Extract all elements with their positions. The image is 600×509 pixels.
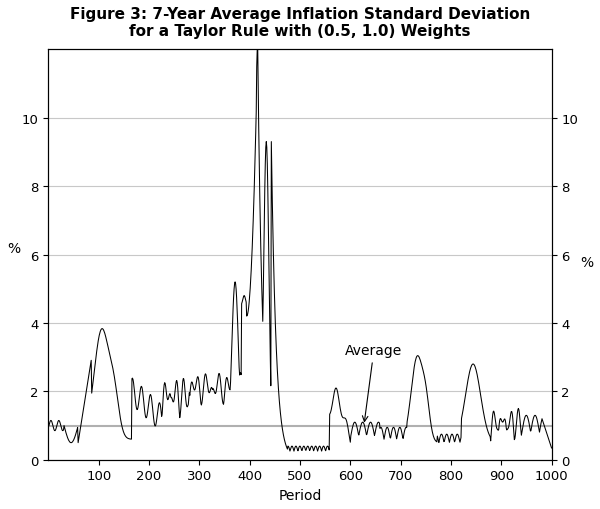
Y-axis label: %: % [7, 241, 20, 255]
Text: Average: Average [345, 344, 403, 422]
Title: Figure 3: 7-Year Average Inflation Standard Deviation
for a Taylor Rule with (0.: Figure 3: 7-Year Average Inflation Stand… [70, 7, 530, 39]
X-axis label: Period: Period [278, 488, 322, 502]
Y-axis label: %: % [580, 255, 593, 269]
